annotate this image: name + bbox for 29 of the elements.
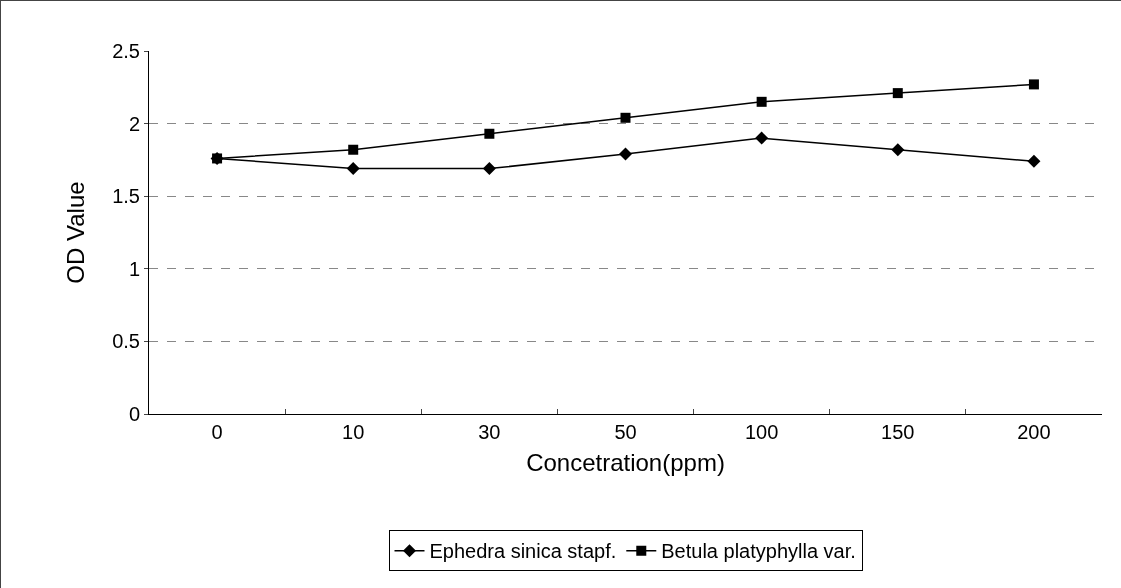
y-tick-label: 2 xyxy=(128,112,140,135)
x-axis-title: Concetration(ppm) xyxy=(526,449,725,477)
x-tick-label: 150 xyxy=(881,421,915,443)
x-tick-label: 200 xyxy=(1017,421,1051,443)
point xyxy=(482,162,496,176)
x-tick-label: 30 xyxy=(478,421,501,443)
x-tick-label: 50 xyxy=(614,421,637,443)
point xyxy=(892,88,903,99)
point xyxy=(1028,79,1039,90)
point xyxy=(346,162,360,176)
point xyxy=(348,144,359,155)
legend-label: Ephedra sinica stapf. xyxy=(429,540,617,563)
point xyxy=(891,143,905,157)
y-tick-label: 1 xyxy=(128,257,140,280)
point xyxy=(755,131,769,145)
point xyxy=(620,112,631,123)
y-tick-label: 1.5 xyxy=(112,185,140,208)
point xyxy=(1027,154,1041,168)
y-tick-label: 2.5 xyxy=(112,40,140,62)
legend-label: Betula platyphylla var. xyxy=(661,540,856,563)
point xyxy=(484,128,495,139)
y-tick-label: 0 xyxy=(128,403,140,425)
y-tick-label: 0.5 xyxy=(112,330,140,353)
y-axis-title: OD Value xyxy=(62,181,90,284)
x-tick-label: 10 xyxy=(342,421,365,443)
point xyxy=(619,147,632,161)
x-tick-label: 100 xyxy=(744,421,779,443)
point xyxy=(756,96,767,107)
x-tick-label: 0 xyxy=(211,421,223,443)
